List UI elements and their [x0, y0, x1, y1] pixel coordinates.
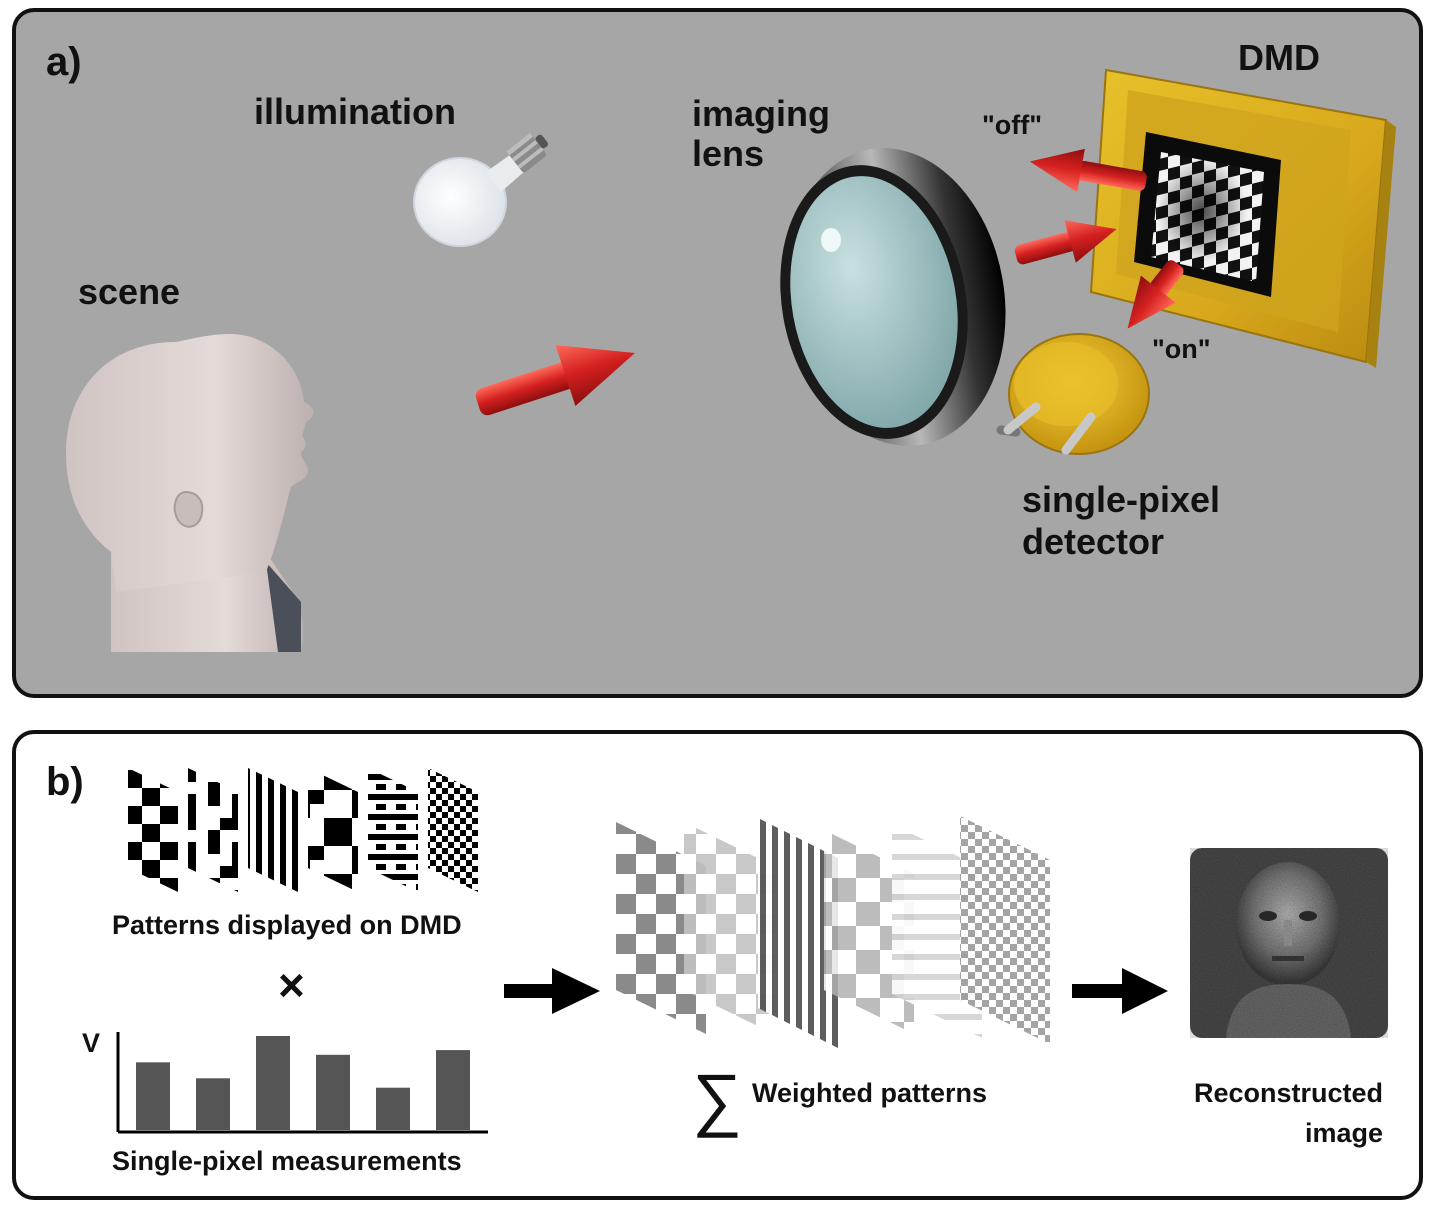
weighted-pattern-3 — [758, 818, 838, 1048]
measurement-bar — [316, 1054, 350, 1130]
illumination-label: illumination — [254, 91, 456, 132]
dmd-pattern-3 — [248, 768, 298, 892]
panel-a-label: a) — [46, 40, 82, 84]
off-arrow-icon — [1029, 148, 1147, 193]
multiply-icon: × — [278, 959, 305, 1011]
panel-b-illustration — [116, 768, 1388, 1134]
reconstructed-caption-line2: image — [1304, 1118, 1383, 1148]
imaging-lens-label-line2: lens — [692, 133, 765, 174]
incoming-arrow-icon — [1014, 220, 1117, 265]
weighted-caption: Weighted patterns — [752, 1078, 988, 1108]
detector-label-line1: single-pixel — [1022, 479, 1221, 520]
weighted-pattern-1 — [616, 822, 706, 1034]
panel-a-illustration — [66, 68, 1396, 652]
light-bulb-icon — [413, 132, 549, 247]
arrow-to-reconstructed-icon — [1072, 968, 1168, 1014]
reconstructed-caption-line1: Reconstructed — [1193, 1078, 1383, 1108]
measurement-bar — [376, 1087, 410, 1130]
imaging-lens-icon — [780, 148, 1006, 446]
panel-b: b) Patterns displayed on DMD × V Single-… — [12, 730, 1423, 1200]
dmd-pattern-4 — [308, 768, 358, 892]
dmd-label: DMD — [1238, 37, 1320, 78]
on-arrow-icon — [1127, 260, 1184, 329]
dmd-pattern-2 — [188, 768, 238, 892]
dmd-pattern-6 — [428, 768, 478, 892]
weighted-pattern-2 — [684, 822, 774, 1034]
measurements-caption: Single-pixel measurements — [112, 1146, 462, 1176]
reconstructed-image — [1190, 848, 1388, 1038]
weighted-pattern-6 — [960, 816, 1050, 1044]
single-pixel-detector-icon — [996, 333, 1150, 455]
head-scene-icon — [66, 334, 314, 652]
weighted-pattern-4 — [824, 830, 914, 1034]
measurement-chart — [116, 1032, 488, 1134]
measurement-bar — [196, 1078, 230, 1130]
dmd-pattern-5 — [368, 768, 418, 892]
patterns-caption: Patterns displayed on DMD — [112, 910, 462, 940]
dmd-pattern-1 — [128, 768, 178, 892]
measurement-bar — [136, 1062, 170, 1130]
panel-a: a) illumination scene imaging lens DMD "… — [12, 8, 1423, 698]
light-arrow-icon — [475, 345, 635, 416]
imaging-lens-label-line1: imaging — [692, 93, 831, 134]
sum-icon: ∑ — [692, 1060, 742, 1138]
weighted-pattern-5 — [892, 824, 982, 1038]
measurement-bar — [256, 1036, 290, 1130]
scene-label: scene — [78, 271, 181, 312]
measurement-bar — [436, 1050, 470, 1130]
off-label: "off" — [982, 110, 1043, 140]
weighted-patterns — [616, 816, 1050, 1048]
on-label: "on" — [1152, 334, 1211, 364]
detector-label-line2: detector — [1022, 521, 1165, 562]
arrow-to-weighted-icon — [504, 968, 600, 1014]
panel-b-label: b) — [46, 760, 84, 804]
measurement-y-label: V — [82, 1028, 101, 1058]
dmd-patterns — [128, 768, 478, 892]
